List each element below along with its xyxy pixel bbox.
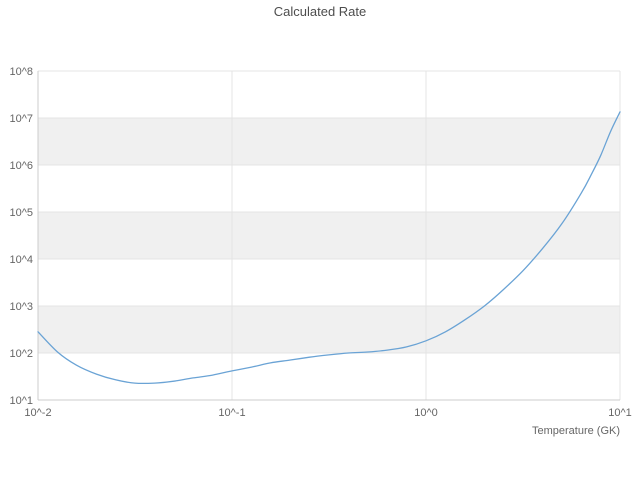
decade-band (38, 118, 620, 165)
y-tick-label: 10^4 (9, 254, 33, 266)
x-axis-label: Temperature (GK) (531, 425, 620, 437)
decade-band (38, 306, 620, 353)
x-tick-label: 10^-1 (218, 407, 245, 419)
decade-band (38, 212, 620, 259)
x-tick-label: 10^-2 (24, 407, 51, 419)
y-tick-label: 10^5 (9, 207, 33, 219)
y-tick-label: 10^1 (9, 395, 33, 407)
chart-title: Calculated Rate (273, 4, 367, 19)
y-tick-label: 10^7 (9, 113, 33, 125)
y-tick-label: 10^8 (9, 66, 33, 78)
y-tick-label: 10^3 (9, 301, 33, 313)
y-tick-label: 10^2 (9, 348, 33, 360)
series-line (37, 111, 621, 385)
x-tick-label: 10^1 (608, 407, 632, 419)
y-tick-label: 10^6 (9, 160, 33, 172)
x-tick-label: 10^0 (414, 407, 438, 419)
